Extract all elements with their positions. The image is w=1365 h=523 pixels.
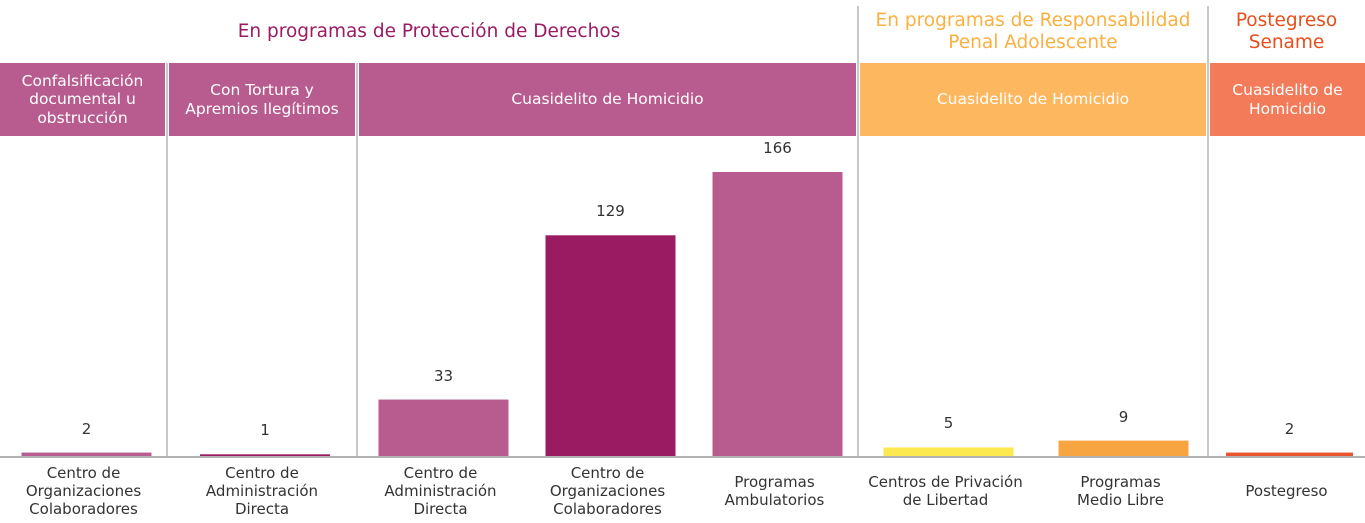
bar: [21, 452, 152, 456]
bar: [1226, 452, 1353, 456]
value-label: 129: [596, 202, 625, 221]
bar: [200, 454, 330, 456]
header-band: [860, 63, 1206, 136]
group-title: En programas de Responsabilidad Penal Ad…: [875, 9, 1191, 53]
value-label: 1: [260, 421, 270, 440]
subgroup-title: Cuasidelito de Homicidio: [511, 90, 704, 109]
subgroup-title: Confalsificación documental u obstrucció…: [21, 71, 144, 127]
bar: [545, 235, 676, 456]
header-band: [169, 63, 355, 136]
x-tick-label: Centro de Administración Directa: [205, 464, 319, 518]
x-tick-label: Centros de Privación de Libertad: [868, 473, 1023, 509]
x-tick-label: Centro de Organizaciones Colaboradores: [549, 464, 666, 518]
value-label: 5: [943, 414, 954, 433]
x-tick-label: Programas Medio Libre: [1077, 473, 1164, 509]
subgroup-title: Cuasidelito de Homicidio: [1232, 80, 1343, 118]
bar: [1058, 440, 1189, 456]
x-tick-label: Centro de Organizaciones Colaboradores: [25, 464, 142, 518]
x-tick-label: Centro de Administración Directa: [384, 464, 497, 518]
value-label: 2: [81, 419, 92, 438]
bar: [883, 447, 1014, 456]
x-tick-label: Postegreso: [1245, 482, 1328, 500]
subgroup-title: Cuasidelito de Homicidio: [936, 90, 1130, 109]
bar: [378, 399, 509, 456]
bar: [712, 172, 843, 456]
value-label: 166: [763, 139, 792, 157]
x-tick-label: Programas Ambulatorios: [724, 473, 825, 509]
subgroup-title: Con Tortura y Apremios Ilegítimos: [185, 80, 339, 118]
group-title: Postegreso Sename: [1235, 9, 1338, 53]
header-band: [0, 63, 165, 136]
group-title: En programas de Protección de Derechos: [237, 20, 621, 42]
value-label: 2: [1284, 419, 1295, 438]
header-band: [1210, 63, 1365, 136]
header-band: [359, 63, 856, 136]
value-label: 33: [433, 366, 454, 385]
value-label: 9: [1118, 407, 1129, 426]
